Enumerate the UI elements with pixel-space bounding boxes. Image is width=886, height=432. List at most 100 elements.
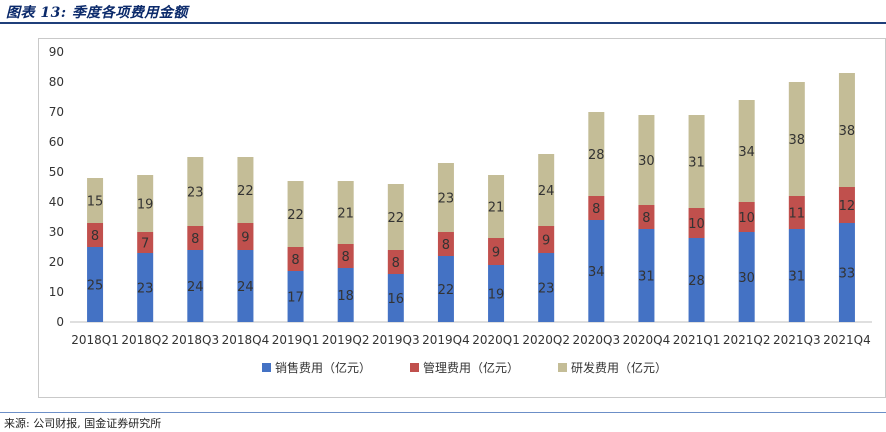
bar-2021Q2-series-2: [738, 100, 755, 202]
data-label-2020Q3-series-1: 8: [592, 202, 600, 217]
x-tick-label-2020Q1: 2020Q1: [472, 333, 520, 347]
data-label-2020Q2-series-2: 24: [538, 184, 555, 199]
y-tick-label-0: 0: [56, 315, 64, 329]
bar-2020Q4-series-0: [638, 229, 655, 322]
bar-2020Q2-series-1: [538, 226, 555, 253]
data-label-2019Q2-series-1: 8: [342, 250, 350, 265]
data-label-2019Q3-series-1: 8: [392, 256, 400, 271]
legend-label-0: 销售费用（亿元）: [275, 360, 371, 375]
top-rule: [0, 22, 886, 24]
bar-2019Q3-series-0: [387, 274, 404, 322]
x-tick-label-2018Q2: 2018Q2: [121, 333, 169, 347]
y-tick-label-50: 50: [49, 165, 64, 179]
bar-2019Q2-series-0: [337, 268, 354, 322]
legend-label-1: 管理费用（亿元）: [423, 360, 519, 375]
data-label-2021Q2-series-0: 30: [738, 271, 755, 286]
bar-2019Q1-series-0: [287, 271, 304, 322]
bar-2018Q3-series-1: [187, 226, 204, 250]
bar-2018Q2-series-2: [137, 175, 154, 232]
data-label-2019Q4-series-2: 23: [438, 192, 455, 207]
bar-2021Q4-series-2: [838, 73, 855, 187]
data-label-2018Q4-series-2: 22: [237, 184, 254, 199]
data-label-2020Q1-series-2: 21: [488, 201, 505, 216]
x-tick-label-2019Q4: 2019Q4: [422, 333, 470, 347]
legend-swatch-0: [262, 363, 271, 372]
data-label-2020Q4-series-0: 31: [638, 270, 655, 285]
data-label-2018Q1-series-2: 15: [87, 195, 104, 210]
bar-2019Q4-series-2: [437, 163, 454, 232]
x-tick-label-2021Q2: 2021Q2: [723, 333, 771, 347]
data-label-2021Q4-series-2: 38: [839, 124, 856, 139]
data-label-2021Q3-series-1: 11: [789, 207, 806, 222]
y-tick-label-10: 10: [49, 285, 64, 299]
bar-2021Q3-series-2: [788, 82, 805, 196]
data-label-2021Q4-series-1: 12: [839, 199, 856, 214]
data-label-2018Q1-series-0: 25: [87, 279, 104, 294]
data-label-2018Q3-series-0: 24: [187, 280, 204, 295]
bar-2020Q1-series-1: [488, 238, 505, 265]
data-label-2020Q1-series-0: 19: [488, 288, 505, 303]
data-label-2021Q1-series-2: 31: [688, 156, 705, 171]
bar-2018Q1-series-0: [87, 247, 104, 322]
data-label-2018Q2-series-1: 7: [141, 237, 149, 252]
bar-2021Q1-series-0: [688, 238, 705, 322]
x-tick-label-2021Q4: 2021Q4: [823, 333, 871, 347]
data-label-2021Q2-series-1: 10: [738, 211, 755, 226]
bar-2020Q3-series-1: [588, 196, 605, 220]
data-label-2020Q1-series-1: 9: [492, 246, 500, 261]
data-label-2020Q4-series-1: 8: [642, 211, 650, 226]
bar-2020Q2-series-0: [538, 253, 555, 322]
data-label-2021Q2-series-2: 34: [738, 145, 755, 160]
y-tick-label-60: 60: [49, 135, 64, 149]
bar-2019Q1-series-2: [287, 181, 304, 247]
bar-2020Q1-series-2: [488, 175, 505, 238]
bar-2021Q3-series-1: [788, 196, 805, 229]
bar-2021Q3-series-0: [788, 229, 805, 322]
x-tick-label-2018Q3: 2018Q3: [172, 333, 220, 347]
y-tick-label-70: 70: [49, 105, 64, 119]
data-label-2018Q3-series-1: 8: [191, 232, 199, 247]
data-label-2018Q1-series-1: 8: [91, 229, 99, 244]
bar-2019Q3-series-2: [387, 184, 404, 250]
bar-2021Q2-series-0: [738, 232, 755, 322]
data-label-2018Q2-series-2: 19: [137, 198, 154, 213]
data-label-2019Q3-series-0: 16: [388, 292, 405, 307]
data-label-2020Q2-series-1: 9: [542, 234, 550, 249]
data-label-2021Q4-series-0: 33: [839, 267, 856, 282]
bar-2020Q1-series-0: [488, 265, 505, 322]
x-tick-label-2021Q1: 2021Q1: [673, 333, 721, 347]
data-label-2019Q1-series-2: 22: [287, 208, 304, 223]
data-label-2018Q4-series-0: 24: [237, 280, 254, 295]
data-label-2020Q2-series-0: 23: [538, 282, 555, 297]
legend-label-2: 研发费用（亿元）: [571, 360, 667, 375]
x-tick-label-2018Q4: 2018Q4: [222, 333, 270, 347]
bar-2021Q1-series-2: [688, 115, 705, 208]
bar-2021Q4-series-0: [838, 223, 855, 322]
data-label-2019Q2-series-2: 21: [337, 207, 354, 222]
data-label-2019Q4-series-1: 8: [442, 238, 450, 253]
source-note: 来源: 公司财报, 国金证券研究所: [4, 417, 162, 430]
bar-2018Q1-series-1: [87, 223, 104, 247]
bar-2019Q4-series-1: [437, 232, 454, 256]
bar-2019Q3-series-1: [387, 250, 404, 274]
data-label-2019Q3-series-2: 22: [388, 211, 405, 226]
data-label-2020Q3-series-0: 34: [588, 265, 605, 280]
data-label-2021Q1-series-1: 10: [688, 217, 705, 232]
bar-2020Q3-series-2: [588, 112, 605, 196]
bar-2021Q1-series-1: [688, 208, 705, 238]
bar-2020Q4-series-2: [638, 115, 655, 205]
y-tick-label-90: 90: [49, 45, 64, 59]
bar-2020Q3-series-0: [588, 220, 605, 322]
bar-2018Q2-series-0: [137, 253, 154, 322]
data-label-2020Q4-series-2: 30: [638, 154, 655, 169]
bottom-rule: [0, 412, 886, 413]
stacked-bar-chart: 0 10 20 30 40 50 60 70 80 90 25 8 15 2018Q1 23 7 19 2018Q…: [49, 45, 872, 375]
x-tick-label-2020Q4: 2020Q4: [623, 333, 671, 347]
data-label-2018Q3-series-2: 23: [187, 186, 204, 201]
x-tick-label-2019Q3: 2019Q3: [372, 333, 420, 347]
x-tick-label-2020Q3: 2020Q3: [573, 333, 621, 347]
bar-2020Q2-series-2: [538, 154, 555, 226]
data-label-2021Q1-series-0: 28: [688, 274, 705, 289]
figure-title: 图表 13: 季度各项费用金额: [6, 5, 188, 21]
legend-swatch-1: [410, 363, 419, 372]
